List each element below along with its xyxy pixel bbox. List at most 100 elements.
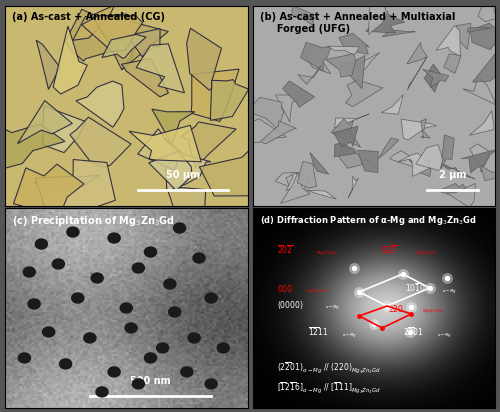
Polygon shape [260,121,296,143]
Polygon shape [398,153,432,176]
Polygon shape [300,42,331,71]
Text: $(0000)$: $(0000)$ [277,299,303,311]
Polygon shape [43,106,86,152]
Polygon shape [136,44,184,93]
Text: $02\overline{2}$: $02\overline{2}$ [381,243,398,256]
Circle shape [168,307,181,317]
Polygon shape [334,126,358,147]
Circle shape [84,333,96,343]
Text: $_{\alpha-Mg}$: $_{\alpha-Mg}$ [437,332,452,340]
Polygon shape [378,138,398,159]
Polygon shape [462,77,496,105]
Text: $_{Mg_3Zn_3Gd}$: $_{Mg_3Zn_3Gd}$ [415,250,437,258]
Polygon shape [357,150,378,173]
Polygon shape [401,119,436,140]
Circle shape [91,273,103,283]
Circle shape [144,353,156,363]
Text: $(2\overline{2}01)_{\alpha-Mg}$ // $(220)_{Mg_3Zn_3Gd}$: $(2\overline{2}01)_{\alpha-Mg}$ // $(220… [277,361,381,377]
Text: (c) Precipitation of Mg$_3$Zn$_3$Gd: (c) Precipitation of Mg$_3$Zn$_3$Gd [12,214,175,228]
Polygon shape [472,54,500,82]
Text: $\overline{1}\overline{2}11$: $\overline{1}\overline{2}11$ [308,325,329,338]
Text: $_{Mg_3Zn_3Gd}$: $_{Mg_3Zn_3Gd}$ [422,308,444,316]
Polygon shape [186,28,222,90]
Circle shape [193,253,205,263]
Circle shape [188,333,200,343]
Polygon shape [275,173,298,186]
Circle shape [108,233,120,243]
Polygon shape [102,35,146,58]
Polygon shape [36,40,60,89]
Text: (b) As-cast + Annealed + Multiaxial
     Forged (UFG): (b) As-cast + Annealed + Multiaxial Forg… [260,12,455,34]
Polygon shape [298,162,316,188]
Polygon shape [470,111,494,135]
Circle shape [205,293,217,303]
Polygon shape [326,54,356,77]
Polygon shape [92,14,168,70]
Text: $000$: $000$ [277,283,293,294]
Circle shape [67,227,79,237]
Polygon shape [408,57,427,90]
Polygon shape [470,144,489,172]
Circle shape [181,367,193,377]
Polygon shape [200,146,254,196]
Polygon shape [122,59,168,97]
Polygon shape [239,185,252,199]
Polygon shape [407,43,428,64]
Circle shape [120,303,132,313]
Polygon shape [18,101,72,144]
Polygon shape [191,69,239,122]
Circle shape [60,359,72,369]
Circle shape [144,247,156,257]
Polygon shape [382,30,416,37]
Polygon shape [444,54,461,73]
Polygon shape [331,119,360,147]
Polygon shape [409,158,433,177]
Circle shape [174,223,186,233]
Circle shape [217,343,230,353]
Text: $[\overline{1}2\overline{1}6]_{\alpha-Mg}$ // $[\overline{1}11]_{Mg_3Zn_3Gd}$: $[\overline{1}2\overline{1}6]_{\alpha-Mg… [277,382,381,396]
Polygon shape [339,144,378,169]
Polygon shape [276,95,303,122]
Polygon shape [366,12,405,33]
Polygon shape [149,152,192,191]
Circle shape [164,279,176,289]
Text: $\overline{2}0\overline{2}$: $\overline{2}0\overline{2}$ [277,243,293,256]
Polygon shape [242,119,286,143]
Polygon shape [382,95,404,114]
Polygon shape [70,117,131,167]
Text: $_{\alpha-Mg}$: $_{\alpha-Mg}$ [442,288,456,296]
Polygon shape [348,176,358,198]
Polygon shape [292,5,314,26]
Text: $_{\alpha-Mg}$: $_{\alpha-Mg}$ [342,332,357,340]
Polygon shape [481,166,500,181]
Polygon shape [35,159,116,218]
Polygon shape [14,164,84,216]
Polygon shape [437,161,475,179]
Polygon shape [441,135,454,169]
Text: (a) As-cast + Annealed (CG): (a) As-cast + Annealed (CG) [12,12,166,22]
Polygon shape [280,172,310,204]
Polygon shape [334,114,369,128]
Polygon shape [424,64,443,92]
Circle shape [125,323,137,333]
Polygon shape [390,151,426,168]
Polygon shape [82,16,142,51]
Polygon shape [73,5,115,40]
Polygon shape [422,69,449,87]
Polygon shape [456,23,471,49]
Circle shape [36,239,48,249]
Polygon shape [76,81,124,127]
Polygon shape [461,149,500,173]
Circle shape [132,379,144,389]
Polygon shape [346,80,383,107]
Circle shape [42,327,54,337]
Polygon shape [339,33,370,54]
Polygon shape [138,129,180,171]
Polygon shape [357,53,380,72]
Polygon shape [436,26,460,56]
Polygon shape [420,119,430,138]
Text: 2 μm: 2 μm [439,170,466,180]
Circle shape [52,259,64,269]
Polygon shape [246,97,284,129]
Polygon shape [338,56,365,89]
